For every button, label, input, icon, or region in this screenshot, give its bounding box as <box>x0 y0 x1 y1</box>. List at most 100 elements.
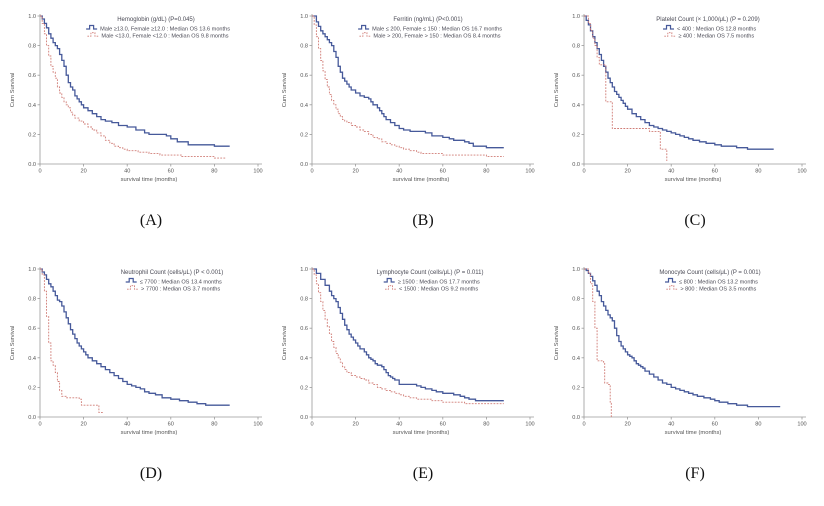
y-tick-label: 0.8 <box>28 44 36 50</box>
legend-label: ≥ 400 : Median OS 7.5 months <box>678 34 754 40</box>
x-tick-label: 100 <box>253 422 262 428</box>
legend-label: ≤ 800 : Median OS 13.2 months <box>679 280 758 286</box>
legend-key-blue <box>125 277 137 283</box>
x-tick-label: 20 <box>624 169 630 175</box>
x-tick-label: 80 <box>211 422 217 428</box>
y-tick-label: 0.8 <box>300 297 308 303</box>
x-axis-title: survival time (months) <box>393 430 450 436</box>
y-tick-label: 0.4 <box>572 356 580 362</box>
x-tick-label: 40 <box>668 169 674 175</box>
x-tick-label: 0 <box>310 169 313 175</box>
y-tick-label: 0.0 <box>300 162 308 168</box>
legend-label: Male ≥13.0, Female ≥12.0 : Median OS 13.… <box>100 27 230 33</box>
y-tick-label: 0.8 <box>572 44 580 50</box>
x-tick-label: 0 <box>38 169 41 175</box>
y-tick-label: 1.0 <box>572 267 580 273</box>
x-tick-label: 80 <box>211 169 217 175</box>
y-tick-label: 0.2 <box>300 385 308 391</box>
y-tick-label: 1.0 <box>300 14 308 20</box>
legend-label: ≥ 1500 : Median OS 17.7 months <box>398 280 480 286</box>
y-tick-label: 0.0 <box>28 415 36 421</box>
y-tick-label: 0.0 <box>28 162 36 168</box>
km-curve-red <box>40 15 226 159</box>
y-tick-label: 0.0 <box>300 415 308 421</box>
x-axis-title: survival time (months) <box>665 430 722 436</box>
x-tick-label: 40 <box>124 422 130 428</box>
y-axis-title: Cum Survival <box>554 73 560 107</box>
km-curve-red <box>584 15 668 161</box>
x-tick-label: 60 <box>440 169 446 175</box>
panel-d: 0 20 40 60 80 100 0.0 0.2 0.4 0.6 0.8 1.0 survival t… <box>4 253 276 506</box>
x-tick-label: 60 <box>712 169 718 175</box>
y-axis-title: Cum Survival <box>282 326 288 360</box>
x-tick-label: 20 <box>624 422 630 428</box>
panel-label-b: (B) <box>412 212 434 229</box>
y-tick-label: 0.6 <box>572 73 580 79</box>
km-curve-red <box>584 268 612 417</box>
y-tick-label: 0.8 <box>572 297 580 303</box>
x-axis-title: survival time (months) <box>393 177 450 183</box>
chart-title: Neutrophil Count (cells/μL) (P < 0.001) <box>121 270 224 276</box>
x-axis-title: survival time (months) <box>665 177 722 183</box>
y-tick-label: 0.2 <box>572 385 580 391</box>
x-tick-label: 80 <box>755 422 761 428</box>
y-axis-title: Cum Survival <box>554 326 560 360</box>
x-axis-title: survival time (months) <box>121 430 178 436</box>
km-curve-red <box>312 15 504 158</box>
x-tick-label: 20 <box>80 169 86 175</box>
x-tick-label: 60 <box>168 422 174 428</box>
y-axis-title: Cum Survival <box>282 73 288 107</box>
panel-label-e: (E) <box>412 465 434 482</box>
legend-label: > 7700 : Median OS 3.7 months <box>141 287 220 293</box>
y-tick-label: 0.6 <box>300 73 308 79</box>
x-tick-label: 0 <box>310 422 313 428</box>
x-tick-label: 60 <box>440 422 446 428</box>
y-tick-label: 0.6 <box>28 73 36 79</box>
y-tick-label: 0.6 <box>300 326 308 332</box>
y-tick-label: 1.0 <box>572 14 580 20</box>
legend-key-blue <box>358 24 370 30</box>
legend-label: < 400 : Median OS 12.8 months <box>677 27 756 33</box>
x-tick-label: 20 <box>80 422 86 428</box>
y-tick-label: 1.0 <box>300 267 308 273</box>
legend-key-blue <box>665 277 677 283</box>
x-tick-label: 0 <box>582 169 585 175</box>
panel-label-c: (C) <box>684 212 706 229</box>
y-tick-label: 0.0 <box>572 162 580 168</box>
y-tick-label: 0.0 <box>572 415 580 421</box>
legend-label: Male > 200, Female > 150 : Median OS 8.4… <box>373 34 500 40</box>
y-axis-title: Cum Survival <box>10 326 16 360</box>
y-tick-label: 0.2 <box>572 132 580 138</box>
x-tick-label: 100 <box>797 422 806 428</box>
x-tick-label: 0 <box>38 422 41 428</box>
y-tick-label: 0.4 <box>28 103 36 109</box>
x-tick-label: 100 <box>253 169 262 175</box>
legend-key-red <box>127 285 139 290</box>
y-tick-label: 0.8 <box>300 44 308 50</box>
km-curve-blue <box>312 15 504 149</box>
km-curve-blue <box>584 15 774 150</box>
legend-label: Male <13.0, Female <12.0 : Median OS 9.8… <box>101 34 228 40</box>
x-tick-label: 80 <box>483 422 489 428</box>
y-tick-label: 0.6 <box>572 326 580 332</box>
chart-title: Hemoglobin (g/dL) (P=0.045) <box>117 17 195 23</box>
y-tick-label: 0.4 <box>28 356 36 362</box>
km-chart-d: 0 20 40 60 80 100 0.0 0.2 0.4 0.6 0.8 1.0 survival t… <box>10 267 263 436</box>
x-tick-label: 60 <box>712 422 718 428</box>
x-axis-title: survival time (months) <box>121 177 178 183</box>
chart-title: Platelet Count (× 1,000/μL) (P = 0.209) <box>656 17 759 23</box>
x-tick-label: 0 <box>582 422 585 428</box>
km-curve-blue <box>584 268 781 408</box>
x-tick-label: 80 <box>755 169 761 175</box>
x-tick-label: 60 <box>168 169 174 175</box>
panel-label-d: (D) <box>139 465 163 482</box>
km-chart-a: 0 20 40 60 80 100 0.0 0.2 0.4 0.6 0.8 1.0 survival t… <box>10 14 263 183</box>
y-tick-label: 0.4 <box>572 103 580 109</box>
y-tick-label: 1.0 <box>28 267 36 273</box>
legend-label: Male ≤ 200, Female ≤ 150 : Median OS 16.… <box>372 27 502 33</box>
y-tick-label: 0.4 <box>300 356 308 362</box>
legend-key-red <box>359 32 371 37</box>
x-tick-label: 20 <box>352 169 358 175</box>
x-tick-label: 40 <box>668 422 674 428</box>
